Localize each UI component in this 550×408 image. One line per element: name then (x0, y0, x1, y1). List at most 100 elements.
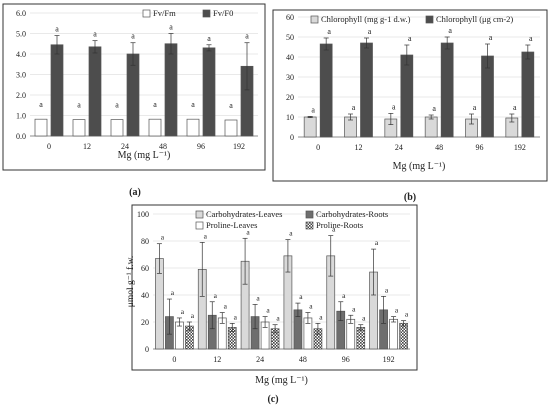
chart-c-xtick: 12 (213, 355, 221, 364)
chart-c-xtick: 48 (299, 355, 307, 364)
chart-a-xtick: 12 (83, 142, 91, 151)
chart-c-significance-letter: a (224, 302, 228, 311)
chart-b-significance-letter: a (432, 104, 436, 113)
chart-b-xtick: 12 (355, 143, 363, 152)
chart-c-xlabel: Mg (mg L⁻¹) (255, 375, 308, 386)
chart-b-significance-letter: a (368, 27, 372, 36)
chart-a-legend-swatch (142, 9, 151, 18)
chart-b-xtick: 0 (316, 143, 320, 152)
chart-b-legend-swatch (425, 15, 434, 24)
chart-a-significance-letter: a (77, 101, 81, 110)
chart-a-ytick: 6.0 (16, 9, 26, 18)
chart-a-significance-letter: a (131, 32, 135, 41)
chart-c-ytick: 0 (145, 345, 149, 354)
chart-b-legend-label: Chlorophyll (μg cm-2) (436, 14, 513, 24)
chart-a-ytick: 5.0 (16, 30, 26, 39)
chart-c-ytick: 100 (137, 210, 149, 219)
chart-b-ytick: 20 (286, 93, 294, 102)
chart-a-ytick: 1.0 (16, 112, 26, 121)
chart-c-legend-swatch (305, 221, 314, 230)
chart-c-xtick: 96 (342, 355, 350, 364)
chart-b-bar (400, 54, 414, 138)
chart-c-frame (131, 204, 418, 371)
chart-c-bar (389, 318, 398, 350)
chart-b-frame (272, 9, 548, 182)
chart-c-significance-letter: a (214, 291, 218, 300)
chart-a-significance-letter: a (169, 23, 173, 32)
chart-b-bar (521, 51, 535, 138)
chart-b-significance-letter: a (327, 27, 331, 36)
chart-a-significance-letter: a (39, 100, 43, 109)
chart-c-legend-label: Proline-Roots (316, 220, 363, 230)
chart-a-significance-letter: a (191, 100, 195, 109)
chart-c-significance-letter: a (191, 311, 195, 320)
chart-b-significance-letter: a (408, 34, 412, 43)
chart-b-ytick: 30 (286, 73, 294, 82)
chart-b-legend-swatch (310, 15, 319, 24)
chart-a-significance-letter: a (93, 30, 97, 39)
chart-c-ytick: 40 (141, 291, 149, 300)
chart-c-significance-letter: a (289, 229, 293, 238)
chart-c-significance-letter: a (395, 306, 399, 315)
chart-b-significance-letter: a (392, 102, 396, 111)
chart-c-ylabel: μmol g⁻¹ f.w. (125, 256, 136, 307)
chart-a-xtick: 48 (159, 142, 167, 151)
chart-c-significance-letter: a (234, 312, 238, 321)
chart-b-bar (424, 116, 438, 138)
chart-a-bar (34, 118, 48, 137)
chart-a-ytick: 4.0 (16, 50, 26, 59)
chart-a-ytick: 3.0 (16, 71, 26, 80)
chart-c-significance-letter: a (375, 238, 379, 247)
chart-a-bar (110, 119, 124, 137)
chart-a-legend-label: Fv/Fm (153, 8, 176, 18)
chart-a-significance-letter: a (115, 101, 119, 110)
chart-c-xtick: 24 (256, 355, 264, 364)
chart-b-bar (303, 116, 317, 138)
chart-b-significance-letter: a (352, 103, 356, 112)
chart-c-significance-letter: a (319, 312, 323, 321)
chart-a-frame (2, 3, 266, 171)
chart-b-xtick: 48 (435, 143, 443, 152)
chart-c-significance-letter: a (405, 310, 409, 319)
chart-c-legend-swatch (195, 210, 204, 219)
chart-b-ytick: 10 (286, 113, 294, 122)
chart-a-xtick: 192 (233, 142, 245, 151)
chart-c-significance-letter: a (276, 314, 280, 323)
chart-c-significance-letter: a (362, 314, 366, 323)
chart-b-xtick: 24 (395, 143, 403, 152)
chart-c-significance-letter: a (161, 233, 165, 242)
chart-c-significance-letter: a (332, 225, 336, 234)
chart-c-legend-swatch (195, 221, 204, 230)
chart-a-bar (164, 43, 178, 137)
chart-b-ytick: 60 (286, 13, 294, 22)
chart-c-xtick: 0 (172, 355, 176, 364)
chart-a-significance-letter: a (207, 34, 211, 43)
chart-c-significance-letter: a (352, 304, 356, 313)
chart-a-panel-label: (a) (129, 187, 141, 198)
chart-a-bar (72, 119, 86, 137)
chart-c-significance-letter: a (385, 285, 389, 294)
chart-b-significance-letter: a (448, 26, 452, 35)
chart-b-significance-letter: a (529, 34, 533, 43)
chart-a-bar (126, 53, 140, 137)
chart-b-panel-label: (b) (404, 192, 416, 203)
chart-c-xtick: 192 (383, 355, 395, 364)
chart-b-bar (440, 42, 454, 138)
chart-a-bar (88, 46, 102, 137)
chart-b-significance-letter: a (489, 33, 493, 42)
chart-a-bar (224, 119, 238, 137)
chart-c-significance-letter: a (204, 231, 208, 240)
chart-a-significance-letter: a (55, 25, 59, 34)
chart-c-ytick: 20 (141, 318, 149, 327)
chart-c-ytick: 80 (141, 237, 149, 246)
chart-b-legend-label: Chlorophyll (mg g-1 d.w.) (321, 14, 411, 24)
chart-b-xtick: 96 (476, 143, 484, 152)
chart-b-significance-letter: a (513, 103, 517, 112)
chart-a-significance-letter: a (153, 100, 157, 109)
chart-c-legend-label: Proline-Leaves (206, 220, 257, 230)
chart-c-legend-swatch (305, 210, 314, 219)
chart-c-significance-letter: a (309, 302, 313, 311)
chart-c-ytick: 60 (141, 264, 149, 273)
chart-c-significance-letter: a (171, 288, 175, 297)
